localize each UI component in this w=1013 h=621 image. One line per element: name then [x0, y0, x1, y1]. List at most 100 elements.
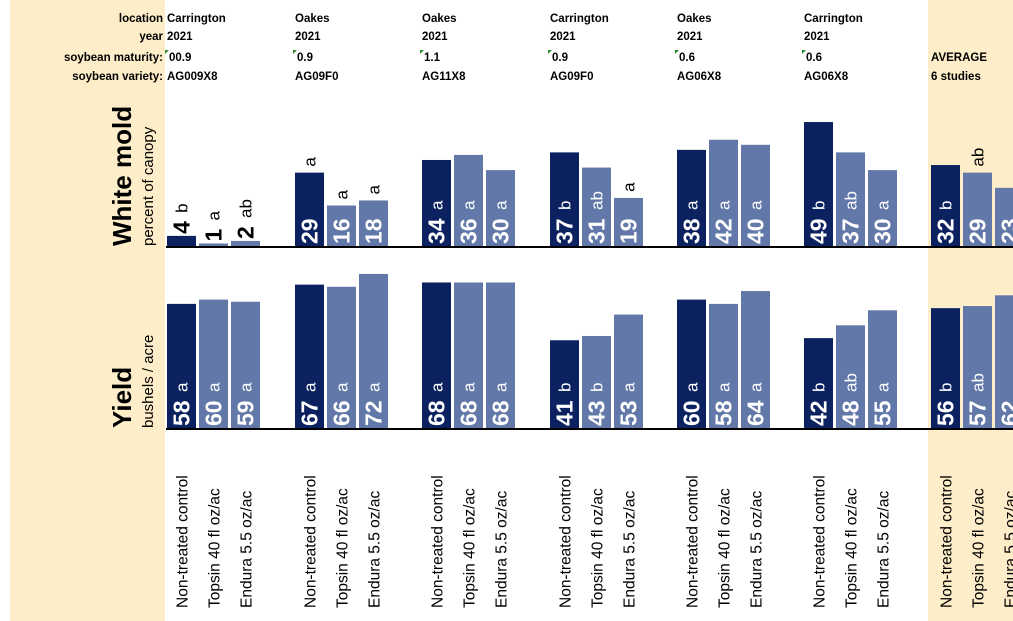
- yield-significance-letter: a: [237, 382, 256, 392]
- treatment-label: Topsin 40 fl oz/ac: [207, 488, 224, 608]
- yield-value-label: 60: [679, 400, 705, 426]
- yield-value-label: 53: [616, 400, 642, 426]
- white_mold-bar: [199, 243, 228, 246]
- white_mold-significance-letter: a: [683, 200, 702, 210]
- yield-value-label: 42: [806, 400, 832, 426]
- yield-significance-letter: b: [810, 383, 829, 392]
- left-panel-background: [10, 0, 165, 621]
- yield-value-label: 66: [329, 400, 355, 426]
- study-location: Oakes: [295, 13, 330, 25]
- study-year: 2021: [167, 31, 193, 43]
- treatment-label: Topsin 40 fl oz/ac: [844, 488, 861, 608]
- yield-significance-letter: a: [333, 382, 352, 392]
- treatment-label: Topsin 40 fl oz/ac: [462, 488, 479, 608]
- yield-value-label: 59: [233, 400, 259, 426]
- white_mold-value-label: 2: [233, 226, 259, 239]
- white_mold-significance-letter: a: [365, 184, 384, 194]
- study-group: Oakes 2021 1.1 AG11X8 34 a 36 a 30 a 68 a 68 a 68 a Non-…: [420, 13, 515, 608]
- study-year: 2021: [677, 31, 703, 43]
- yield-value-label: 41: [552, 400, 578, 426]
- white_mold-significance-letter: b: [173, 203, 192, 212]
- white_mold-significance-letter: a: [333, 190, 352, 200]
- study-maturity: 0.6: [806, 52, 822, 64]
- yield-value-label: 72: [361, 400, 387, 426]
- yield-significance-letter: ab: [969, 373, 988, 392]
- white_mold-significance-letter: b: [556, 201, 575, 210]
- white_mold-value-label: 4: [169, 221, 195, 234]
- header-label-location: location: [119, 13, 163, 25]
- yield-title: Yield: [107, 367, 137, 428]
- white_mold-bar: [231, 241, 260, 246]
- treatment-label: Non-treated control: [685, 475, 702, 608]
- study-year: 2021: [295, 31, 321, 43]
- study-maturity: 1.1: [424, 52, 441, 64]
- treatment-label: Non-treated control: [175, 475, 192, 608]
- white_mold-significance-letter: a: [874, 200, 893, 210]
- white_mold-significance-letter: ab: [237, 199, 256, 218]
- yield-value-label: 56: [933, 400, 959, 426]
- white_mold-value-label: 36: [456, 218, 482, 244]
- header-label-year: year: [139, 31, 163, 43]
- treatment-label: Non-treated control: [303, 475, 320, 608]
- study-group: Carrington202100.9AG009X84b1a2ab58a60a59…: [165, 13, 260, 608]
- study-location: Carrington: [167, 13, 226, 25]
- treatment-label: Non-treated control: [939, 475, 956, 608]
- yield-significance-letter: a: [365, 382, 384, 392]
- yield-significance-letter: a: [460, 382, 479, 392]
- study-group: Carrington20210.9AG09F037b31ab19a41b43b5…: [548, 13, 643, 608]
- white-mold-subtitle: percent of canopy: [140, 126, 157, 246]
- white_mold-value-label: 18: [361, 218, 387, 244]
- study-year: 2021: [804, 31, 830, 43]
- treatment-label: Topsin 40 fl oz/ac: [590, 488, 607, 608]
- study-location: Oakes: [422, 13, 457, 25]
- white_mold-significance-letter: ab: [588, 191, 607, 210]
- yield-subtitle: bushels / acre: [140, 335, 157, 428]
- white_mold-significance-letter: a: [460, 200, 479, 210]
- white_mold-value-label: 23: [997, 218, 1013, 244]
- white_mold-value-label: 40: [743, 218, 769, 244]
- yield-value-label: 62: [997, 400, 1013, 426]
- yield-significance-letter: a: [683, 382, 702, 392]
- yield-significance-letter: a: [492, 382, 511, 392]
- white_mold-value-label: 34: [424, 218, 450, 244]
- white_mold-significance-letter: a: [428, 200, 447, 210]
- white_mold-value-label: 19: [616, 218, 642, 244]
- yield-significance-letter: a: [301, 382, 320, 392]
- yield-value-label: 43: [584, 400, 610, 426]
- treatment-label: Endura 5.5 oz/ac: [239, 491, 256, 608]
- yield-significance-letter: a: [620, 382, 639, 392]
- study-variety: AG09F0: [295, 71, 338, 83]
- treatment-label: Topsin 40 fl oz/ac: [717, 488, 734, 608]
- white_mold-significance-letter: b: [810, 201, 829, 210]
- white-mold-panel-title: White mold percent of canopy: [107, 106, 157, 246]
- white_mold-value-label: 30: [870, 218, 896, 244]
- yield-value-label: 68: [488, 400, 514, 426]
- yield-significance-letter: a: [205, 382, 224, 392]
- header-label-maturity: soybean maturity:: [64, 52, 163, 64]
- yield-significance-letter: a: [747, 382, 766, 392]
- white_mold-value-label: 38: [679, 218, 705, 244]
- study-variety: AG09F0: [550, 71, 593, 83]
- white_mold-value-label: 37: [838, 218, 864, 244]
- treatment-label: Endura 5.5 oz/ac: [876, 491, 893, 608]
- treatment-label: Endura 5.5 oz/ac: [494, 491, 511, 608]
- white_mold-value-label: 16: [329, 218, 355, 244]
- yield-significance-letter: b: [937, 383, 956, 392]
- yield-significance-letter: a: [715, 382, 734, 392]
- studies-layer: Carrington202100.9AG009X84b1a2ab58a60a59…: [165, 13, 1013, 608]
- study-location: Carrington: [550, 13, 609, 25]
- yield-value-label: 55: [870, 400, 896, 426]
- study-maturity: 00.9: [169, 52, 191, 64]
- white_mold-bar: [167, 236, 196, 246]
- study-year: 2021: [422, 31, 448, 43]
- yield-significance-letter: a: [428, 382, 447, 392]
- white_mold-significance-letter: a: [205, 210, 224, 220]
- yield-value-label: 64: [743, 400, 769, 426]
- yield-value-label: 67: [297, 400, 323, 426]
- white_mold-value-label: 49: [806, 218, 832, 244]
- white_mold-value-label: 42: [711, 218, 737, 244]
- white-mold-title: White mold: [107, 106, 137, 246]
- yield-value-label: 68: [424, 400, 450, 426]
- white_mold-significance-letter: a: [715, 200, 734, 210]
- study-maturity: 0.6: [679, 52, 695, 64]
